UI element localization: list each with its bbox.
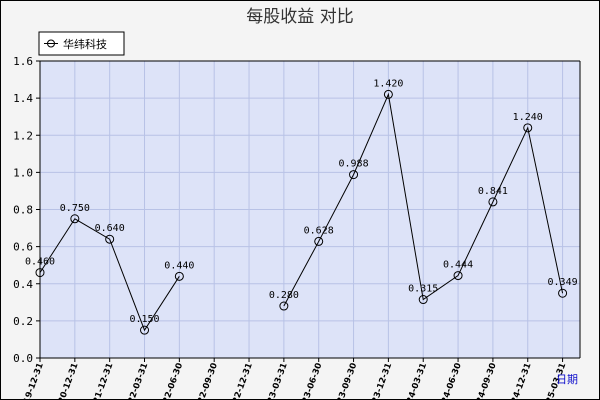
x-tick-label: 2022-06-30 bbox=[157, 362, 185, 400]
data-label: 0.988 bbox=[338, 159, 368, 170]
y-tick-labels: 0.0 0.2 0.4 0.6 0.8 1.0 1.2 1.4 1.6 bbox=[13, 55, 33, 365]
legend-label: 华纬科技 bbox=[63, 37, 107, 51]
y-tick-label: 1.4 bbox=[13, 92, 33, 105]
data-label: 0.280 bbox=[269, 290, 299, 301]
data-label: 0.440 bbox=[164, 260, 194, 271]
data-point bbox=[418, 295, 428, 305]
data-label: 0.841 bbox=[478, 186, 508, 197]
y-tick-label: 1.6 bbox=[13, 55, 33, 68]
data-label: 0.628 bbox=[304, 225, 334, 236]
data-point bbox=[453, 271, 463, 281]
x-tick-label: 2020-12-31 bbox=[53, 362, 81, 400]
x-tick-label: 2023-03-31 bbox=[262, 362, 290, 400]
x-tick-label: 2023-12-31 bbox=[366, 362, 394, 400]
data-label: 0.640 bbox=[95, 223, 125, 234]
series-line bbox=[283, 92, 564, 307]
series-line bbox=[39, 218, 180, 332]
data-point bbox=[70, 214, 80, 224]
data-label: 0.150 bbox=[129, 314, 159, 325]
data-point bbox=[349, 170, 359, 180]
grid-lines bbox=[39, 60, 580, 359]
y-tick-label: 0.6 bbox=[13, 241, 33, 254]
y-tick-label: 0.2 bbox=[13, 315, 33, 328]
x-tick-label: 2021-12-31 bbox=[88, 362, 116, 400]
y-tick-label: 0.8 bbox=[13, 204, 33, 217]
x-tick-label: 2023-09-30 bbox=[331, 362, 359, 400]
data-label: 0.750 bbox=[60, 203, 90, 214]
data-point bbox=[523, 123, 533, 133]
data-point bbox=[558, 288, 568, 298]
data-point bbox=[105, 234, 115, 244]
x-tick-label: 2022-09-30 bbox=[192, 362, 220, 400]
x-tick-labels: 2019-12-31 2020-12-31 2021-12-31 2022-03-31… bbox=[18, 362, 569, 400]
legend-box bbox=[38, 31, 125, 56]
x-tick-label: 2024-03-31 bbox=[401, 362, 429, 400]
legend-marker-icon bbox=[47, 39, 55, 48]
data-point bbox=[174, 271, 184, 281]
x-tick-label: 2022-12-31 bbox=[227, 362, 255, 400]
data-label: 0.315 bbox=[408, 284, 438, 295]
chart-title: 每股收益 对比 bbox=[246, 7, 353, 27]
y-tick-label: 1.2 bbox=[13, 129, 33, 142]
data-label: 0.444 bbox=[443, 260, 473, 271]
series-layer: 0.460 0.750 0.640 0.150 0.440 0.280 0.628 0.988… bbox=[25, 78, 578, 335]
data-label: 1.420 bbox=[373, 78, 403, 89]
x-axis-label: 日期 bbox=[556, 373, 578, 386]
x-tick-label: 2024-12-31 bbox=[506, 362, 534, 400]
data-point bbox=[140, 325, 150, 335]
y-tick-label: 1.0 bbox=[13, 166, 33, 179]
y-tick-label: 0.4 bbox=[13, 278, 33, 291]
x-tick-label: 2019-12-31 bbox=[18, 362, 46, 400]
data-point bbox=[314, 236, 324, 246]
axes bbox=[36, 60, 581, 362]
x-tick-label: 2022-03-31 bbox=[122, 362, 150, 400]
data-label: 1.240 bbox=[513, 112, 543, 123]
y-tick-label: 0.0 bbox=[13, 352, 33, 365]
x-tick-label: 2024-06-30 bbox=[436, 362, 464, 400]
legend: 华纬科技 bbox=[38, 31, 125, 56]
x-tick-label: 2023-06-30 bbox=[297, 362, 325, 400]
data-point bbox=[279, 301, 289, 311]
data-point bbox=[488, 197, 498, 207]
x-tick-label: 2024-09-30 bbox=[471, 362, 499, 400]
data-point bbox=[35, 268, 45, 278]
data-label: 0.349 bbox=[548, 277, 578, 288]
data-label: 0.460 bbox=[25, 257, 55, 268]
data-point bbox=[383, 89, 393, 99]
